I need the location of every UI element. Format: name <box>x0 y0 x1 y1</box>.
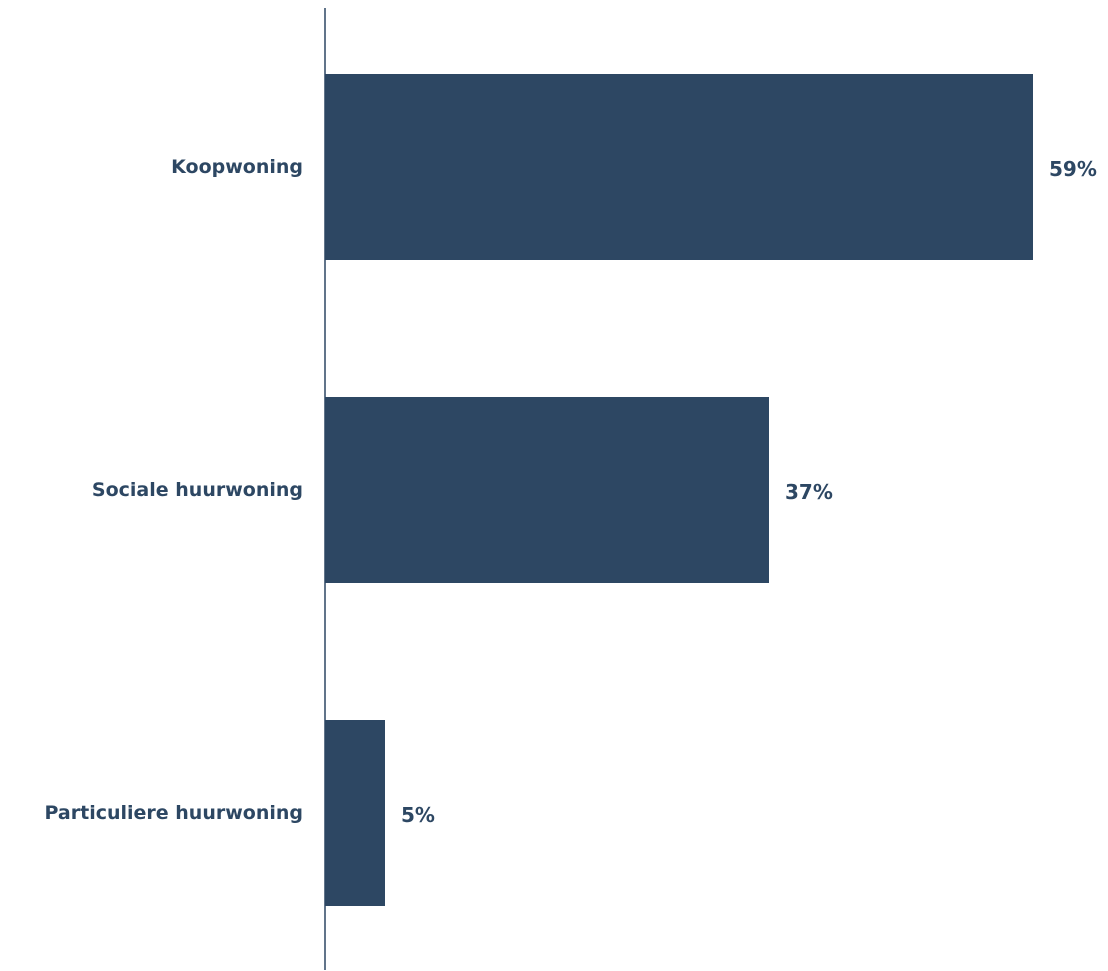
bar-koopwoning <box>325 74 1033 260</box>
category-label-koopwoning: Koopwoning <box>171 156 303 178</box>
bar-particuliere-huurwoning <box>325 720 385 906</box>
bar-sociale-huurwoning <box>325 397 769 583</box>
category-label-sociale-huurwoning: Sociale huurwoning <box>92 479 303 501</box>
value-label-koopwoning: 59% <box>1049 157 1097 181</box>
value-label-sociale-huurwoning: 37% <box>785 480 833 504</box>
value-label-particuliere-huurwoning: 5% <box>401 803 435 827</box>
category-label-particuliere-huurwoning: Particuliere huurwoning <box>45 802 304 824</box>
labels-group: Koopwoning 59% Sociale huurwoning 37% Partic… <box>45 156 1097 827</box>
bars-group <box>325 74 1033 906</box>
